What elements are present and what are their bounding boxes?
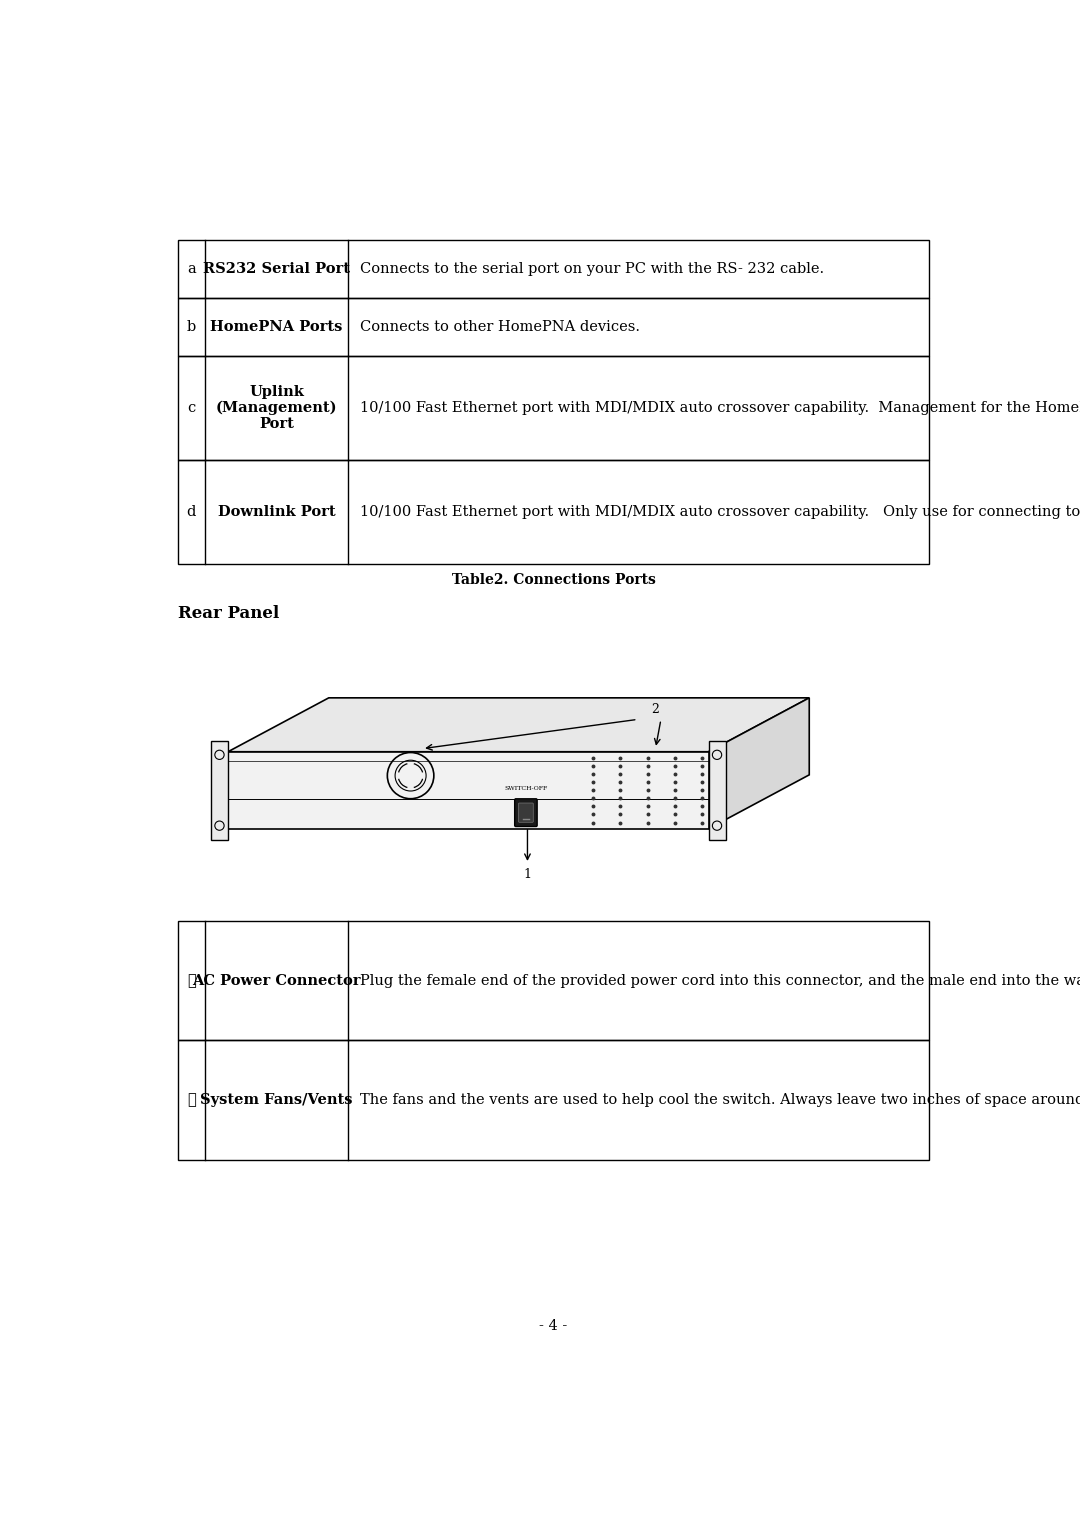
Text: Rear Panel: Rear Panel [177, 605, 279, 622]
Bar [177, 356, 930, 460]
FancyBboxPatch shape [518, 803, 534, 823]
Text: Connects to other HomePNA devices.: Connects to other HomePNA devices. [360, 320, 639, 333]
Text: d: d [187, 505, 195, 518]
Text: System Fans/Vents: System Fans/Vents [200, 1093, 353, 1107]
Text: 10/100 Fast Ethernet port with MDI/MDIX auto crossover capability.   Only use fo: 10/100 Fast Ethernet port with MDI/MDIX … [360, 505, 1080, 518]
Text: HomePNA Ports: HomePNA Ports [211, 320, 342, 333]
Polygon shape [708, 742, 726, 839]
Text: The fans and the vents are used to help cool the switch. Always leave two inches: The fans and the vents are used to help … [360, 1093, 1080, 1107]
Polygon shape [211, 742, 228, 839]
Text: Downlink Port: Downlink Port [218, 505, 335, 518]
Bar [177, 460, 930, 564]
Text: b: b [187, 320, 195, 333]
Text: c: c [187, 401, 195, 414]
Text: Uplink
(Management)
Port: Uplink (Management) Port [216, 384, 337, 431]
Text: ②: ② [187, 1093, 195, 1107]
Text: Table2. Connections Ports: Table2. Connections Ports [451, 573, 656, 587]
Text: Connects to the serial port on your PC with the RS- 232 cable.: Connects to the serial port on your PC w… [360, 263, 824, 277]
Text: - 4 -: - 4 - [539, 1320, 568, 1333]
Text: ①: ① [187, 974, 195, 988]
Polygon shape [708, 697, 809, 829]
Text: 2: 2 [651, 703, 660, 716]
Bar [177, 298, 930, 356]
Text: SWITCH-OFF: SWITCH-OFF [504, 786, 548, 790]
Text: a: a [187, 263, 195, 277]
FancyBboxPatch shape [515, 798, 537, 827]
Text: Plug the female end of the provided power cord into this connector, and the male: Plug the female end of the provided powe… [360, 974, 1080, 988]
Text: RS232 Serial Port: RS232 Serial Port [203, 263, 350, 277]
Polygon shape [228, 697, 809, 752]
Text: 1: 1 [524, 868, 531, 882]
Text: AC Power Connector: AC Power Connector [192, 974, 361, 988]
Bar [177, 240, 930, 298]
Polygon shape [228, 752, 708, 829]
Text: 10/100 Fast Ethernet port with MDI/MDIX auto crossover capability.  Management f: 10/100 Fast Ethernet port with MDI/MDIX … [360, 401, 1080, 414]
Bar [177, 920, 930, 1041]
Bar [177, 1041, 930, 1161]
